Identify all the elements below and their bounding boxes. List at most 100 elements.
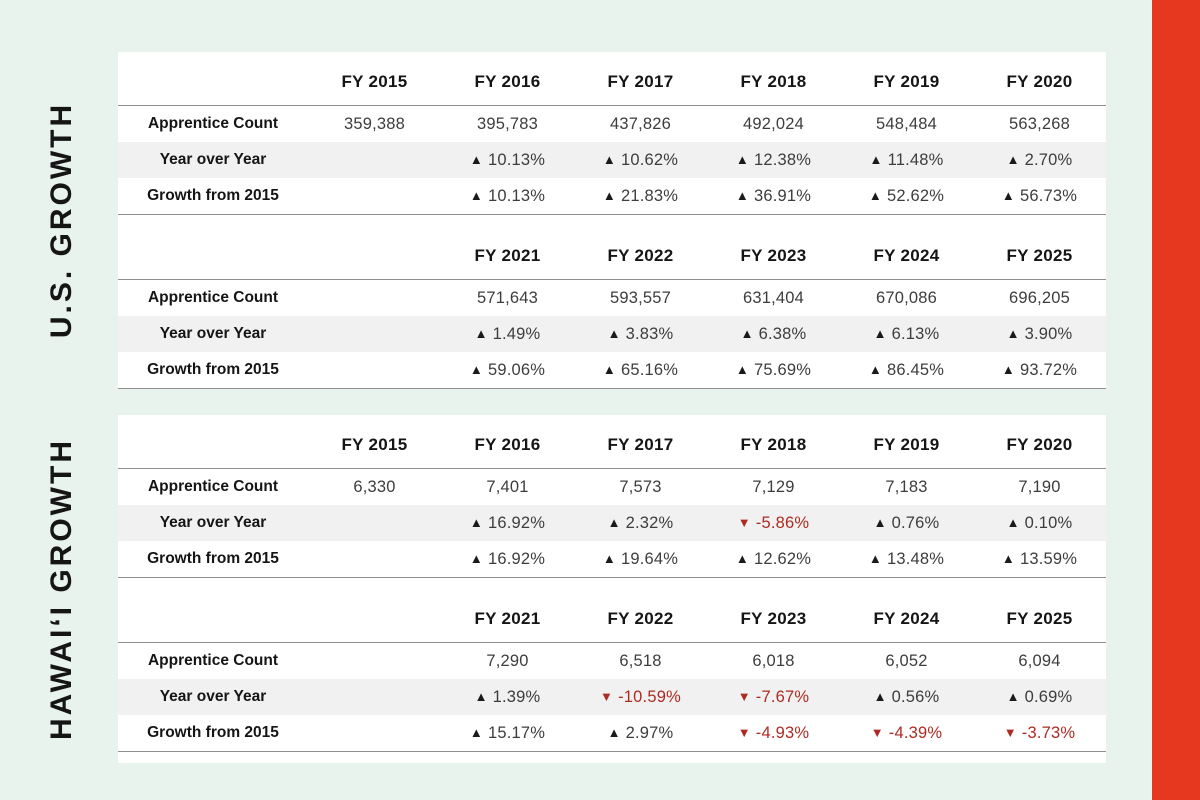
growth-subtable: FY 2021 FY 2022 FY 2023 FY 2024 FY 2025 Appre… <box>118 594 1106 752</box>
table-row: Year over Year ▲ 16.92% ▲ 2.32% ▼ -5.86% ▲ 0.76%… <box>118 505 1106 541</box>
up-triangle-icon: ▲ <box>735 550 749 566</box>
up-triangle-icon: ▲ <box>1001 361 1015 377</box>
up-triangle-icon: ▲ <box>1001 187 1015 203</box>
table-row: Apprentice Count 6,330 7,401 7,573 7,129 7,18… <box>118 469 1106 505</box>
value-cell: ▼ -10.59% <box>600 687 681 706</box>
down-triangle-icon: ▼ <box>737 724 751 740</box>
section-label-hawaii-text: HAWAI‘I GROWTH <box>45 438 79 740</box>
down-triangle-icon: ▼ <box>600 688 614 704</box>
table-row: Apprentice Count 7,290 6,518 6,018 6,052 6,09… <box>118 643 1106 679</box>
value-cell: ▲ 0.56% <box>873 687 940 706</box>
row-label: Apprentice Count <box>147 478 279 496</box>
value-cell: 548,484 <box>875 114 938 133</box>
value-cell: ▼ -7.67% <box>737 687 810 706</box>
column-header: FY 2019 <box>873 434 940 454</box>
up-triangle-icon: ▲ <box>602 361 616 377</box>
value-cell: 696,205 <box>1008 288 1071 307</box>
value-cell: ▲ 2.32% <box>607 513 674 532</box>
value-cell: 6,052 <box>885 651 928 670</box>
up-triangle-icon: ▲ <box>873 688 887 704</box>
column-header: FY 2019 <box>873 71 940 91</box>
up-triangle-icon: ▲ <box>868 361 882 377</box>
up-triangle-icon: ▲ <box>474 688 488 704</box>
up-triangle-icon: ▲ <box>1006 325 1020 341</box>
table-row: Apprentice Count 571,643 593,557 631,404 670… <box>118 280 1106 316</box>
value-cell: ▲ 10.13% <box>469 150 546 169</box>
up-triangle-icon: ▲ <box>1001 550 1015 566</box>
hawaii-growth-section: HAWAI‘I GROWTH FY 2015 FY 2016 FY 2017 FY 2… <box>0 415 1106 763</box>
value-cell: ▲ 1.49% <box>474 324 541 343</box>
hawaii-growth-table-panel: FY 2015 FY 2016 FY 2017 FY 2018 FY 2019 FY 20… <box>118 415 1106 763</box>
value-cell: ▲ 11.48% <box>869 150 944 169</box>
up-triangle-icon: ▲ <box>735 361 749 377</box>
column-header: FY 2024 <box>873 608 940 628</box>
column-header: FY 2023 <box>740 245 807 265</box>
up-triangle-icon: ▲ <box>474 325 488 341</box>
value-cell: ▲ 21.83% <box>602 186 679 205</box>
row-label: Year over Year <box>159 514 267 532</box>
column-header: FY 2025 <box>1006 245 1073 265</box>
growth-subtable: FY 2015 FY 2016 FY 2017 FY 2018 FY 2019 FY 20… <box>118 57 1106 215</box>
up-triangle-icon: ▲ <box>469 151 483 167</box>
us-growth-table-panel: FY 2015 FY 2016 FY 2017 FY 2018 FY 2019 FY 20… <box>118 52 1106 389</box>
table-row: Year over Year ▲ 1.49% ▲ 3.83% ▲ 6.38% ▲ 6.13% ▲ 3… <box>118 316 1106 352</box>
down-triangle-icon: ▼ <box>1003 724 1017 740</box>
value-cell: ▲ 12.62% <box>735 549 812 568</box>
up-triangle-icon: ▲ <box>602 187 616 203</box>
value-cell: ▲ 3.90% <box>1006 324 1073 343</box>
growth-subtable: FY 2015 FY 2016 FY 2017 FY 2018 FY 2019 FY 20… <box>118 420 1106 578</box>
down-triangle-icon: ▼ <box>737 514 751 530</box>
value-cell: ▲ 56.73% <box>1001 186 1078 205</box>
value-cell: ▼ -3.73% <box>1003 723 1076 742</box>
down-triangle-icon: ▼ <box>870 724 884 740</box>
value-cell: ▼ -5.86% <box>737 513 810 532</box>
up-triangle-icon: ▲ <box>607 724 621 740</box>
value-cell: ▲ 19.64% <box>602 549 679 568</box>
table-row: Apprentice Count 359,388 395,783 437,826 492… <box>118 106 1106 142</box>
table-row: Growth from 2015 ▲ 16.92% ▲ 19.64% ▲ 12.62% ▲ 13… <box>118 541 1106 577</box>
value-cell: 593,557 <box>609 288 672 307</box>
up-triangle-icon: ▲ <box>868 187 882 203</box>
us-growth-section: U.S. GROWTH FY 2015 FY 2016 FY 2017 FY 2018… <box>0 52 1106 389</box>
value-cell: 7,573 <box>619 477 662 496</box>
value-cell: ▲ 13.59% <box>1001 549 1078 568</box>
column-header: FY 2022 <box>607 245 674 265</box>
value-cell: ▲ 59.06% <box>469 360 546 379</box>
up-triangle-icon: ▲ <box>1006 514 1020 530</box>
column-header: FY 2016 <box>474 434 541 454</box>
right-accent-bar <box>1152 0 1200 800</box>
value-cell: ▲ 13.48% <box>868 549 945 568</box>
row-label: Apprentice Count <box>147 289 279 307</box>
column-header: FY 2023 <box>740 608 807 628</box>
value-cell: ▲ 3.83% <box>607 324 674 343</box>
header-row: FY 2015 FY 2016 FY 2017 FY 2018 FY 2019 FY 20… <box>118 420 1106 469</box>
up-triangle-icon: ▲ <box>873 325 887 341</box>
row-label: Apprentice Count <box>147 115 279 133</box>
value-cell: 571,643 <box>476 288 539 307</box>
column-header: FY 2025 <box>1006 608 1073 628</box>
column-header: FY 2021 <box>474 245 541 265</box>
column-header: FY 2022 <box>607 608 674 628</box>
header-row: FY 2021 FY 2022 FY 2023 FY 2024 FY 2025 <box>118 594 1106 643</box>
value-cell: ▲ 15.17% <box>469 723 546 742</box>
column-header: FY 2015 <box>341 71 408 91</box>
up-triangle-icon: ▲ <box>873 514 887 530</box>
value-cell: 7,401 <box>486 477 529 496</box>
header-row: FY 2021 FY 2022 FY 2023 FY 2024 FY 2025 <box>118 231 1106 280</box>
value-cell: ▲ 0.69% <box>1006 687 1073 706</box>
value-cell: ▼ -4.93% <box>737 723 810 742</box>
value-cell: ▲ 86.45% <box>868 360 945 379</box>
column-header: FY 2015 <box>341 434 408 454</box>
up-triangle-icon: ▲ <box>1006 151 1020 167</box>
column-header: FY 2024 <box>873 245 940 265</box>
row-label: Growth from 2015 <box>147 361 279 379</box>
value-cell: 7,190 <box>1018 477 1061 496</box>
section-label-us-text: U.S. GROWTH <box>45 101 79 339</box>
value-cell: ▲ 52.62% <box>868 186 945 205</box>
value-cell: 492,024 <box>742 114 805 133</box>
column-header: FY 2017 <box>607 71 674 91</box>
value-cell: ▲ 6.38% <box>740 324 807 343</box>
up-triangle-icon: ▲ <box>1006 688 1020 704</box>
value-cell: 6,518 <box>619 651 662 670</box>
up-triangle-icon: ▲ <box>602 550 616 566</box>
